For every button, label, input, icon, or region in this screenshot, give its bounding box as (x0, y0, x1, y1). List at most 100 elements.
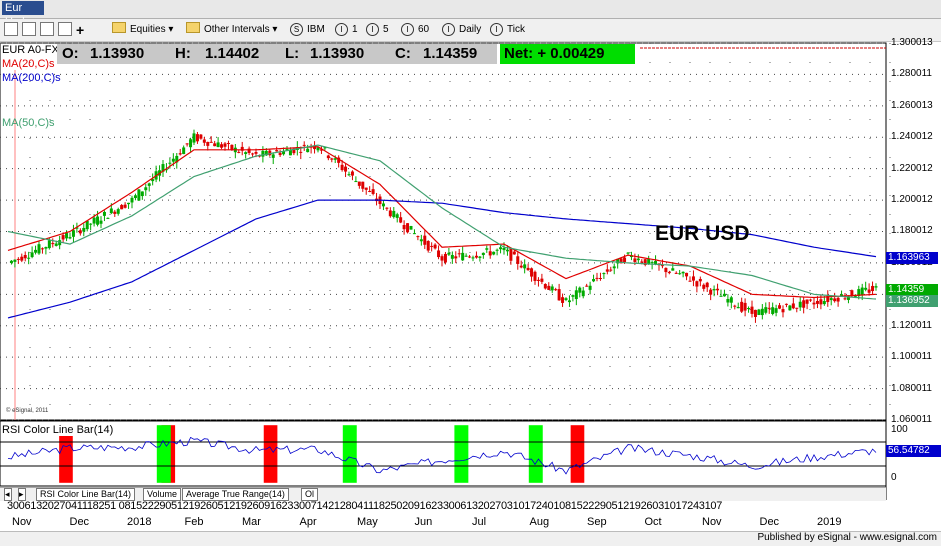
candle-body (195, 134, 199, 142)
candle-body (302, 144, 306, 146)
candle-body (685, 272, 689, 277)
candle-body (199, 134, 203, 139)
month-label: Jun (414, 516, 433, 528)
other-intervals-menu[interactable]: Other Intervals ▾ (186, 22, 277, 38)
candle-body (612, 266, 616, 269)
candle-body (750, 306, 754, 314)
candle-body (815, 300, 819, 304)
tab-prev-icon[interactable]: ◂ (4, 488, 12, 501)
candle-body (164, 169, 168, 171)
candle-body (251, 153, 255, 155)
high-label: H: (175, 45, 191, 62)
candle-body (120, 205, 124, 210)
daily-button[interactable]: I Daily (442, 22, 481, 38)
candle-body (784, 303, 788, 305)
date-axis-days: 3006132027041118251 08152229051219260512… (7, 500, 723, 512)
candle-body (864, 287, 868, 290)
grid-icon[interactable] (22, 22, 36, 36)
candle-body (295, 147, 299, 151)
footer-bar (0, 531, 941, 546)
candle-body (819, 299, 823, 305)
candle-body (536, 279, 540, 281)
rsi-panel-frame (0, 420, 887, 487)
candle-body (660, 265, 664, 267)
candle-body (257, 155, 261, 157)
folder-icon (112, 22, 126, 33)
add-icon[interactable]: + (76, 22, 85, 38)
tab-rsi[interactable]: RSI Color Line Bar(14) (36, 488, 136, 501)
candle-body (871, 285, 875, 292)
candle-body (733, 305, 737, 307)
candle-body (368, 190, 372, 192)
price-axis-label: 1.120011 (891, 319, 932, 331)
chart-annotation: EUR USD (655, 222, 750, 245)
tab-atr[interactable]: Average True Range(14) (182, 488, 289, 501)
tab-volume[interactable]: Volume (143, 488, 182, 501)
candle-body (585, 285, 589, 287)
candle-body (230, 144, 234, 150)
candle-body (561, 297, 565, 303)
candle-body (313, 145, 317, 150)
ma200-price-box: 1.163963 (886, 252, 938, 264)
candle-body (78, 230, 82, 234)
candle-body (654, 261, 658, 265)
candle-body (736, 307, 740, 309)
tab-next-icon[interactable]: ▸ (18, 488, 26, 501)
candle-body (840, 294, 844, 297)
rsi-overbought-zone (263, 425, 278, 483)
symbol-icon: S (290, 23, 303, 36)
page-icon[interactable] (40, 22, 54, 36)
candle-body (154, 171, 158, 180)
candle-body (798, 301, 802, 308)
candle-body (357, 181, 361, 186)
tick-button[interactable]: I Tick (490, 22, 525, 38)
candle-body (492, 251, 496, 255)
candle-body (853, 296, 857, 298)
candle-body (106, 217, 110, 219)
candle-body (795, 307, 799, 309)
candle-body (605, 269, 609, 272)
candle-body (698, 278, 702, 282)
candle-body (333, 158, 337, 160)
chart-icon[interactable] (4, 22, 18, 36)
candle-body (216, 142, 220, 148)
candle-body (478, 256, 482, 258)
candle-body (619, 258, 623, 264)
candle-body (691, 276, 695, 281)
candle-body (96, 216, 100, 225)
candle-body (82, 227, 86, 232)
daily-label: Daily (459, 24, 482, 35)
candle-body (326, 155, 330, 159)
candle-body (319, 149, 323, 151)
low-value: 1.13930 (310, 45, 365, 62)
quote-strip (57, 44, 497, 64)
equities-menu[interactable]: Equities ▾ (112, 22, 173, 38)
candle-body (89, 223, 93, 225)
candle-body (667, 272, 671, 274)
candle-body (829, 298, 833, 301)
interval-60-button[interactable]: I 60 (401, 22, 429, 38)
candle-body (13, 259, 17, 262)
candle-body (168, 162, 172, 164)
candle-body (822, 301, 826, 305)
candle-body (729, 297, 733, 303)
candle-body (468, 256, 472, 258)
candle-body (643, 259, 647, 265)
interval-60-label: 60 (418, 24, 430, 35)
copy-icon[interactable] (58, 22, 72, 36)
rsi-overbought-zone (570, 425, 585, 483)
footer-text: Published by eSignal - www.esignal.com (757, 532, 937, 543)
candle-body (347, 174, 351, 176)
candle-body (471, 257, 475, 259)
candle-body (261, 150, 265, 157)
candle-body (392, 210, 396, 218)
tab-ol[interactable]: Ol (301, 488, 318, 501)
interval-5-label: 5 (383, 24, 389, 35)
candle-body (264, 150, 268, 156)
candle-body (309, 145, 313, 148)
symbol-tab[interactable]: Eur Usd (2, 1, 44, 28)
ibm-button[interactable]: S IBM (290, 22, 325, 38)
